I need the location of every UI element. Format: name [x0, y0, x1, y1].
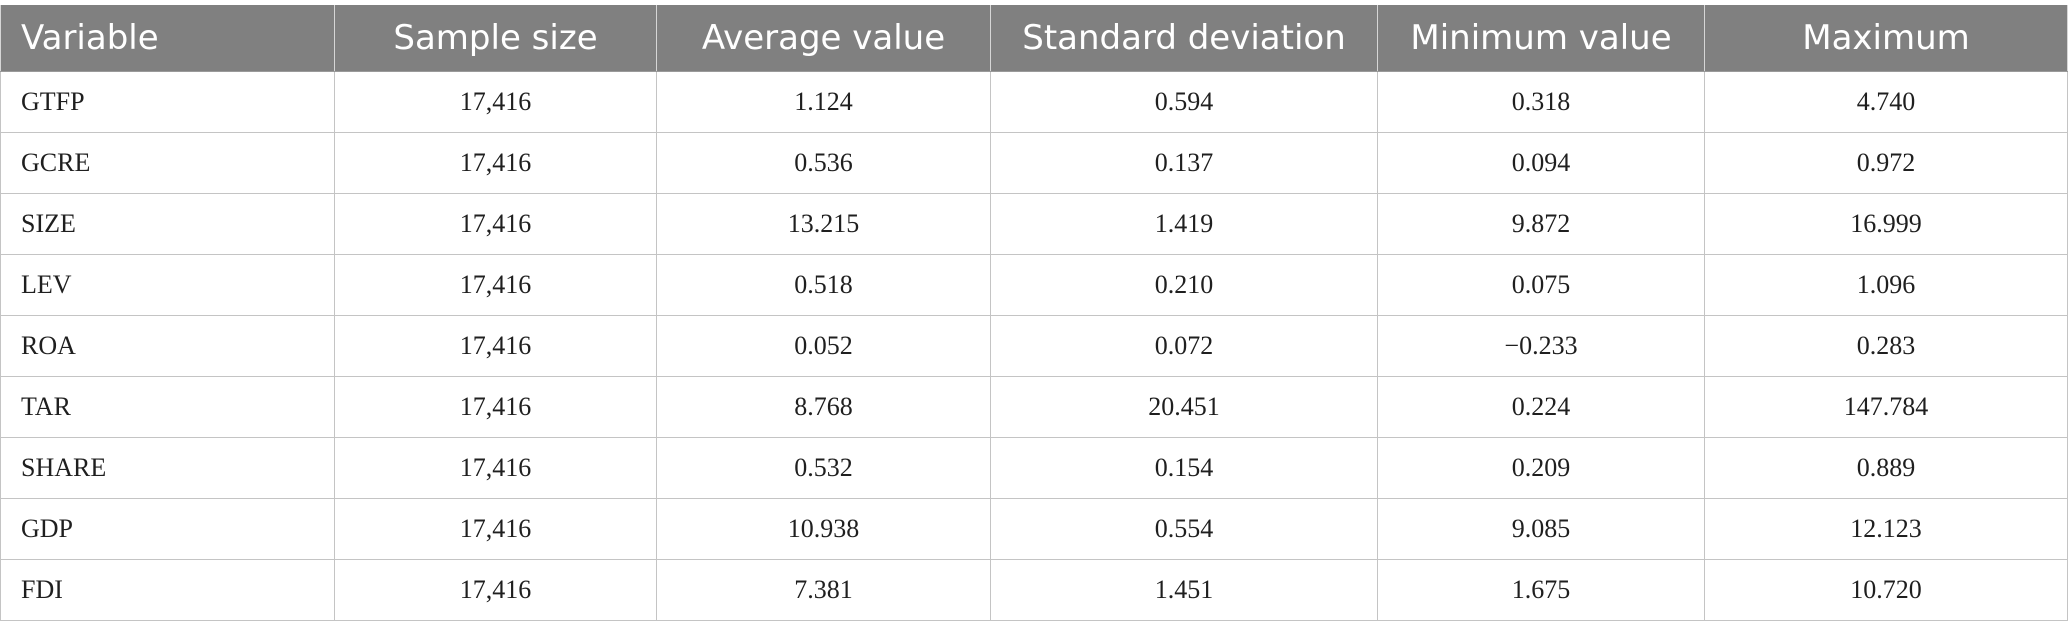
- cell-standard-deviation: 0.210: [990, 254, 1378, 316]
- cell-maximum: 147.784: [1704, 376, 2068, 438]
- cell-maximum: 12.123: [1704, 498, 2068, 560]
- cell-variable: TAR: [0, 376, 335, 438]
- cell-variable: FDI: [0, 559, 335, 621]
- cell-average-value: 13.215: [656, 193, 991, 255]
- cell-standard-deviation: 1.419: [990, 193, 1378, 255]
- cell-sample-size: 17,416: [334, 376, 657, 438]
- table-row: ROA 17,416 0.052 0.072 −0.233 0.283: [0, 315, 2068, 377]
- header-average-value: Average value: [656, 5, 991, 72]
- header-standard-deviation: Standard deviation: [990, 5, 1378, 72]
- cell-standard-deviation: 0.072: [990, 315, 1378, 377]
- cell-maximum: 10.720: [1704, 559, 2068, 621]
- descriptive-statistics-table: Variable Sample size Average value Stand…: [0, 5, 2068, 621]
- cell-minimum-value: 0.224: [1377, 376, 1705, 438]
- cell-average-value: 10.938: [656, 498, 991, 560]
- table-row: FDI 17,416 7.381 1.451 1.675 10.720: [0, 559, 2068, 621]
- cell-standard-deviation: 0.154: [990, 437, 1378, 499]
- cell-minimum-value: 0.318: [1377, 71, 1705, 133]
- header-row: Variable Sample size Average value Stand…: [0, 5, 2068, 72]
- cell-variable: GCRE: [0, 132, 335, 194]
- cell-average-value: 0.532: [656, 437, 991, 499]
- cell-maximum: 16.999: [1704, 193, 2068, 255]
- table-row: LEV 17,416 0.518 0.210 0.075 1.096: [0, 254, 2068, 316]
- cell-sample-size: 17,416: [334, 437, 657, 499]
- table-row: GDP 17,416 10.938 0.554 9.085 12.123: [0, 498, 2068, 560]
- cell-sample-size: 17,416: [334, 559, 657, 621]
- cell-sample-size: 17,416: [334, 71, 657, 133]
- cell-sample-size: 17,416: [334, 193, 657, 255]
- header-maximum: Maximum: [1704, 5, 2068, 72]
- cell-minimum-value: 9.085: [1377, 498, 1705, 560]
- cell-average-value: 7.381: [656, 559, 991, 621]
- cell-sample-size: 17,416: [334, 315, 657, 377]
- cell-minimum-value: 9.872: [1377, 193, 1705, 255]
- cell-standard-deviation: 20.451: [990, 376, 1378, 438]
- cell-minimum-value: −0.233: [1377, 315, 1705, 377]
- cell-sample-size: 17,416: [334, 132, 657, 194]
- cell-average-value: 0.052: [656, 315, 991, 377]
- cell-average-value: 8.768: [656, 376, 991, 438]
- cell-variable: SIZE: [0, 193, 335, 255]
- cell-variable: GTFP: [0, 71, 335, 133]
- cell-average-value: 0.518: [656, 254, 991, 316]
- cell-standard-deviation: 0.554: [990, 498, 1378, 560]
- cell-standard-deviation: 1.451: [990, 559, 1378, 621]
- table-row: TAR 17,416 8.768 20.451 0.224 147.784: [0, 376, 2068, 438]
- cell-maximum: 1.096: [1704, 254, 2068, 316]
- cell-minimum-value: 0.209: [1377, 437, 1705, 499]
- cell-variable: GDP: [0, 498, 335, 560]
- cell-variable: ROA: [0, 315, 335, 377]
- table-row: GTFP 17,416 1.124 0.594 0.318 4.740: [0, 71, 2068, 133]
- cell-variable: SHARE: [0, 437, 335, 499]
- cell-sample-size: 17,416: [334, 498, 657, 560]
- header-sample-size: Sample size: [334, 5, 657, 72]
- cell-maximum: 0.889: [1704, 437, 2068, 499]
- cell-maximum: 4.740: [1704, 71, 2068, 133]
- cell-standard-deviation: 0.594: [990, 71, 1378, 133]
- table-row: SHARE 17,416 0.532 0.154 0.209 0.889: [0, 437, 2068, 499]
- table-header: Variable Sample size Average value Stand…: [0, 5, 2068, 72]
- cell-average-value: 0.536: [656, 132, 991, 194]
- descriptive-statistics-table-container: Variable Sample size Average value Stand…: [0, 5, 2068, 621]
- cell-maximum: 0.972: [1704, 132, 2068, 194]
- table-row: GCRE 17,416 0.536 0.137 0.094 0.972: [0, 132, 2068, 194]
- cell-standard-deviation: 0.137: [990, 132, 1378, 194]
- cell-minimum-value: 0.075: [1377, 254, 1705, 316]
- table-row: SIZE 17,416 13.215 1.419 9.872 16.999: [0, 193, 2068, 255]
- cell-minimum-value: 0.094: [1377, 132, 1705, 194]
- cell-sample-size: 17,416: [334, 254, 657, 316]
- table-body: GTFP 17,416 1.124 0.594 0.318 4.740 GCRE…: [0, 71, 2068, 621]
- cell-maximum: 0.283: [1704, 315, 2068, 377]
- cell-minimum-value: 1.675: [1377, 559, 1705, 621]
- header-variable: Variable: [0, 5, 335, 72]
- cell-average-value: 1.124: [656, 71, 991, 133]
- header-minimum-value: Minimum value: [1377, 5, 1705, 72]
- cell-variable: LEV: [0, 254, 335, 316]
